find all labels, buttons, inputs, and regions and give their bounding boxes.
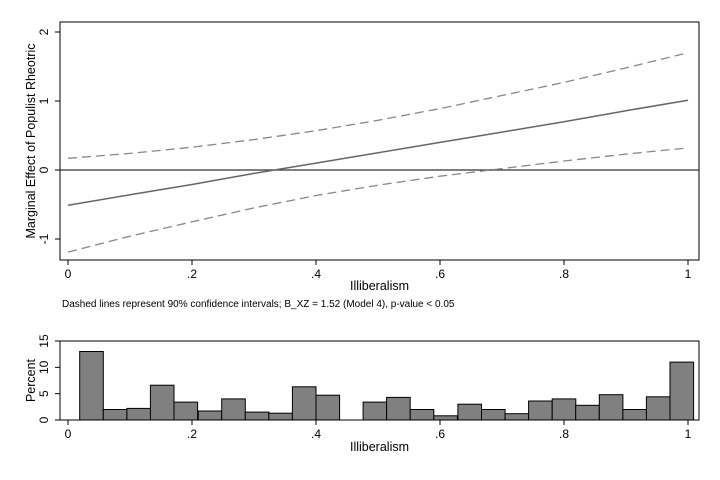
histogram-bar bbox=[433, 415, 458, 421]
marginal-effect-line bbox=[67, 99, 689, 206]
top-y-tick-label: -1 bbox=[37, 233, 51, 244]
top-x-tick-label: .2 bbox=[187, 267, 197, 281]
top-y-axis-label: Marginal Effect of Populist Rheotric bbox=[24, 43, 38, 238]
top-y-tick-label: 2 bbox=[37, 28, 51, 35]
histogram-bar bbox=[244, 411, 270, 421]
bottom-x-tick-label: .8 bbox=[559, 427, 569, 441]
histogram-bar bbox=[528, 400, 553, 421]
histogram-bar bbox=[575, 404, 600, 421]
histogram-bar bbox=[362, 401, 388, 421]
bottom-x-tick-label: 0 bbox=[65, 427, 72, 441]
histogram-bar bbox=[409, 409, 435, 421]
histogram-bar bbox=[268, 412, 293, 421]
histogram-bar bbox=[669, 361, 695, 421]
histogram-bars bbox=[79, 351, 695, 421]
histogram-bar bbox=[598, 394, 624, 421]
top-x-tick-label: .8 bbox=[559, 267, 569, 281]
histogram-bar bbox=[291, 386, 317, 421]
bottom-y-tick-label: 15 bbox=[37, 334, 51, 348]
top-x-tick-label: .6 bbox=[435, 267, 445, 281]
bottom-y-ticks: 0 5 10 15 bbox=[37, 334, 60, 423]
top-x-tick-label: .4 bbox=[311, 267, 321, 281]
bottom-x-tick-label: .2 bbox=[187, 427, 197, 441]
bottom-x-axis-label: Illiberalism bbox=[350, 440, 409, 454]
bottom-x-tick-label: 1 bbox=[685, 427, 692, 441]
upper-confidence-line bbox=[67, 52, 689, 159]
histogram-bar bbox=[149, 384, 175, 421]
top-plot-frame bbox=[59, 21, 700, 261]
histogram-bar bbox=[221, 398, 246, 421]
confidence-interval-note: Dashed lines represent 90% confidence in… bbox=[62, 299, 455, 310]
top-x-tick-label: 0 bbox=[65, 267, 72, 281]
top-x-axis-label: Illiberalism bbox=[350, 279, 409, 293]
histogram-bar bbox=[102, 409, 128, 421]
histogram-panel: 0 .2 .4 .6 .8 1 0 5 10 15 Illiberalism Percent bbox=[24, 334, 700, 454]
histogram-bar bbox=[126, 407, 152, 421]
bottom-y-tick-label: 10 bbox=[37, 360, 51, 374]
top-x-ticks: 0 .2 .4 .6 .8 1 bbox=[65, 260, 692, 281]
histogram-bar bbox=[551, 398, 577, 421]
bottom-y-tick-label: 5 bbox=[37, 390, 51, 397]
bottom-x-tick-label: .4 bbox=[311, 427, 321, 441]
top-series-group bbox=[67, 52, 689, 253]
bottom-x-ticks: 0 .2 .4 .6 .8 1 bbox=[65, 420, 692, 441]
histogram-bar bbox=[386, 396, 411, 421]
bottom-x-tick-label: .6 bbox=[435, 427, 445, 441]
top-x-tick-label: 1 bbox=[685, 267, 692, 281]
histogram-bar bbox=[173, 401, 199, 421]
top-y-tick-label: 1 bbox=[37, 97, 51, 104]
histogram-bar bbox=[197, 410, 223, 421]
bottom-y-axis-label: Percent bbox=[24, 358, 38, 402]
top-y-ticks: -1 0 1 2 bbox=[37, 28, 60, 244]
bottom-y-tick-label: 0 bbox=[37, 416, 51, 423]
histogram-bar bbox=[79, 351, 104, 421]
histogram-bar bbox=[481, 409, 506, 421]
histogram-bar bbox=[622, 409, 648, 421]
marginal-effect-panel: 0 .2 .4 .6 .8 1 -1 0 1 2 Illiberalism Marginal E… bbox=[24, 21, 700, 310]
histogram-bar bbox=[315, 394, 341, 421]
histogram-bar bbox=[645, 396, 671, 421]
histogram-bar bbox=[457, 403, 482, 421]
lower-confidence-line bbox=[67, 147, 689, 253]
histogram-bar bbox=[504, 413, 530, 421]
top-y-tick-label: 0 bbox=[37, 166, 51, 173]
